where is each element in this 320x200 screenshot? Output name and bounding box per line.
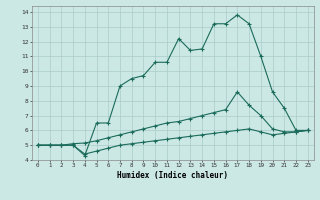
X-axis label: Humidex (Indice chaleur): Humidex (Indice chaleur)	[117, 171, 228, 180]
